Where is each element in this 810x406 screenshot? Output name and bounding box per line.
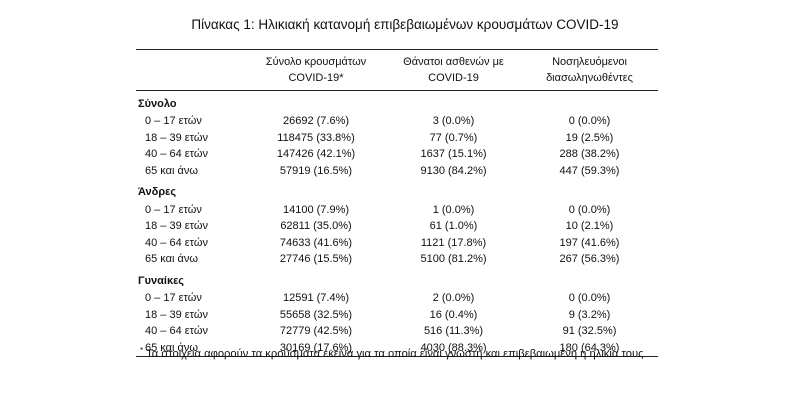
table-row: 65 και άνω 27746 (15.5%) 5100 (81.2%) 267 (…: [136, 251, 658, 268]
deaths-cell: 61 (1.0%): [429, 220, 478, 233]
header-line: COVID-19*: [288, 72, 344, 84]
cases-cell: 62811 (35.0%): [280, 220, 352, 233]
age-label: 0 – 17 ετών: [145, 115, 202, 128]
table-row: 18 – 39 ετών 55658 (32.5%) 16 (0.4%) 9 (3.2…: [136, 306, 658, 323]
header-intubated: Νοσηλευόμενοι διασωληνωθέντες: [521, 49, 658, 91]
intubated-cell: 0 (0.0%): [568, 203, 611, 216]
cases-cell: 14100 (7.9%): [282, 203, 350, 216]
footnote: * Τα στοιχεία αφορούν τα κρούσματα εκείνα…: [140, 346, 643, 360]
group-heading: Άνδρες: [138, 186, 177, 199]
deaths-cell: 16 (0.4%): [429, 308, 478, 321]
intubated-cell: 180 (64.3%): [521, 339, 658, 358]
age-label: 65 και άνω: [136, 339, 246, 358]
deaths-cell: 77 (0.7%): [429, 131, 478, 144]
deaths-cell: 3 (0.0%): [432, 115, 475, 128]
header-total-cases: Σύνολο κρουσμάτων COVID-19*: [246, 49, 386, 91]
intubated-cell: 91 (32.5%): [562, 325, 617, 338]
deaths-cell: 4030 (88.3%): [386, 339, 521, 358]
footnote-text: Τα στοιχεία αφορούν τα κρούσματα εκείνα …: [146, 348, 644, 360]
deaths-cell: 9130 (84.2%): [420, 165, 487, 178]
deaths-cell: 2 (0.0%): [432, 292, 475, 305]
header-row: Σύνολο κρουσμάτων COVID-19* Θάνατοι ασθε…: [136, 49, 658, 91]
table-row: 18 – 39 ετών 118475 (33.8%) 77 (0.7%) 19 (2…: [136, 130, 658, 147]
intubated-cell: 288 (38.2%): [559, 148, 620, 161]
age-label: 0 – 17 ετών: [145, 203, 202, 216]
age-label: 18 – 39 ετών: [145, 308, 208, 321]
table-row: 0 – 17 ετών 14100 (7.9%) 1 (0.0%) 0 (0.0%): [136, 201, 658, 218]
deaths-cell: 1121 (17.8%): [420, 236, 487, 249]
cases-cell: 12591 (7.4%): [282, 292, 350, 305]
intubated-cell: 19 (2.5%): [565, 131, 614, 144]
footnote-marker: *: [140, 346, 144, 355]
table-body: Σύνολο 0 – 17 ετών 26692 (7.6%) 3 (0.0%) 0 (…: [136, 91, 658, 358]
intubated-cell: 9 (3.2%): [568, 308, 611, 321]
header-line: Θάνατοι ασθενών με: [403, 56, 504, 68]
intubated-cell: 0 (0.0%): [568, 292, 611, 305]
header-empty: [136, 49, 246, 91]
header-line: Νοσηλευόμενοι: [552, 56, 627, 68]
cases-cell: 74633 (41.6%): [279, 236, 353, 249]
table-row: 0 – 17 ετών 26692 (7.6%) 3 (0.0%) 0 (0.0%): [136, 113, 658, 130]
age-label: 18 – 39 ετών: [145, 131, 208, 144]
intubated-cell: 267 (56.3%): [559, 253, 620, 266]
age-label: 40 – 64 ετών: [145, 148, 208, 161]
age-label: 65 και άνω: [145, 165, 198, 178]
header-line: COVID-19: [428, 72, 479, 84]
cases-cell: 27746 (15.5%): [279, 253, 353, 266]
table-row: 40 – 64 ετών 147426 (42.1%) 1637 (15.1%) 28…: [136, 146, 658, 163]
table-row: 65 και άνω 57919 (16.5%) 9130 (84.2%) 447 (…: [136, 163, 658, 180]
age-label: 0 – 17 ετών: [145, 292, 202, 305]
age-label: 18 – 39 ετών: [145, 220, 208, 233]
cases-cell: 55658 (32.5%): [279, 308, 353, 321]
header-line: Σύνολο κρουσμάτων: [265, 56, 367, 68]
age-label: 65 και άνω: [145, 253, 198, 266]
cases-cell: 57919 (16.5%): [279, 165, 353, 178]
header-line: διασωληνωθέντες: [546, 72, 633, 84]
table-title: Πίνακας 1: Ηλικιακή κατανομή επιβεβαιωμέ…: [191, 17, 619, 32]
deaths-cell: 516 (11.3%): [423, 325, 484, 338]
intubated-cell: 10 (2.1%): [565, 220, 614, 233]
group-row: Γυναίκες: [136, 268, 658, 290]
cases-cell: 72779 (42.5%): [279, 325, 353, 338]
age-label: 40 – 64 ετών: [145, 236, 208, 249]
group-heading: Σύνολο: [138, 98, 177, 110]
table-row: 18 – 39 ετών 62811 (35.0%) 61 (1.0%) 10 (2.…: [136, 218, 658, 235]
cases-cell: 118475 (33.8%): [277, 131, 355, 144]
intubated-cell: 0 (0.0%): [568, 115, 611, 128]
deaths-cell: 5100 (81.2%): [420, 253, 487, 266]
intubated-cell: 197 (41.6%): [559, 236, 620, 249]
cases-cell: 30169 (17.6%): [246, 339, 386, 358]
deaths-cell: 1637 (15.1%): [420, 148, 487, 161]
cases-cell: 26692 (7.6%): [282, 115, 350, 128]
intubated-cell: 447 (59.3%): [559, 165, 620, 178]
cases-cell: 147426 (42.1%): [276, 148, 356, 161]
group-row: Σύνολο: [136, 91, 658, 114]
table-row: 40 – 64 ετών 74633 (41.6%) 1121 (17.8%) 197…: [136, 235, 658, 252]
age-label: 40 – 64 ετών: [145, 325, 208, 338]
table-row: 65 και άνω 30169 (17.6%) 4030 (88.3%) 180 (…: [136, 339, 658, 358]
table-row: 0 – 17 ετών 12591 (7.4%) 2 (0.0%) 0 (0.0%): [136, 290, 658, 307]
deaths-cell: 1 (0.0%): [432, 203, 475, 216]
age-distribution-table: Σύνολο κρουσμάτων COVID-19* Θάνατοι ασθε…: [136, 49, 658, 358]
table-row: 40 – 64 ετών 72779 (42.5%) 516 (11.3%) 91 (…: [136, 323, 658, 340]
header-deaths: Θάνατοι ασθενών με COVID-19: [386, 49, 521, 91]
group-heading: Γυναίκες: [138, 274, 185, 287]
group-row: Άνδρες: [136, 179, 658, 201]
